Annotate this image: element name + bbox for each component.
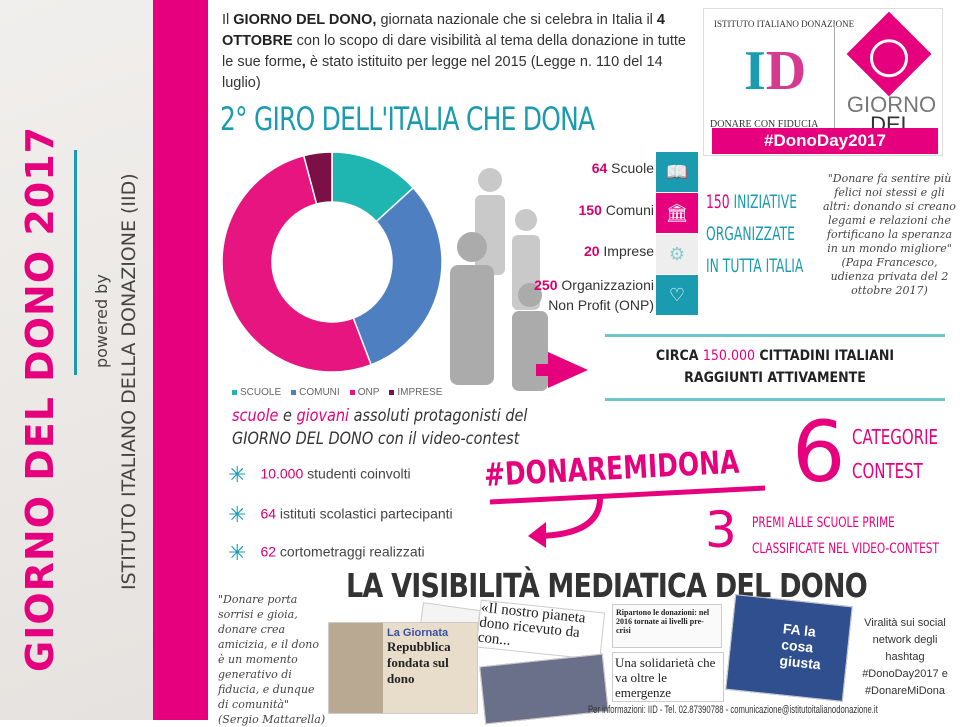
curved-arrow-icon: [489, 485, 766, 548]
citizens-reached: CIRCA 150.000 CITTADINI ITALIANI RAGGIUNT…: [655, 348, 895, 386]
bullet-item: ✳ 10.000 studenti coinvolti: [228, 462, 411, 487]
sidebar-title: GIORNO DEL DONO 2017: [18, 125, 62, 672]
donut-slice-onp: [221, 154, 373, 373]
logo-divider: [834, 24, 835, 129]
stats-list: 64 Scuole 150 Comuni 20 Imprese 250 Orga…: [500, 160, 654, 320]
donut-slice-comuni: [352, 186, 443, 366]
logo-initials: ID: [744, 40, 807, 102]
schools-heading: scuole e giovani assoluti protagonisti d…: [232, 406, 528, 449]
intro-text: Il GIORNO DEL DONO, giornata nazionale c…: [222, 12, 686, 91]
heart-icon: ♡: [656, 275, 698, 316]
hashtag-banner: #DonoDay2017: [712, 128, 938, 154]
legend-swatch: [232, 389, 237, 395]
bullet-item: ✳ 64 istituti scolastici partecipanti: [228, 502, 453, 527]
divider: [605, 334, 945, 337]
photo: [329, 623, 383, 713]
press-clipping: La Giornata Repubblica fondata sul dono: [328, 622, 478, 714]
tv-screenshot: FA la cosa giusta: [725, 594, 853, 702]
press-clipping: Una solidarietà che va oltre le emergenz…: [612, 652, 724, 702]
people-icon: [450, 168, 548, 391]
headline: 2° GIRO DELL'ITALIA CHE DONA: [220, 100, 595, 138]
mattarella-quote: "Donare porta sorrisi e gioia, donare cr…: [218, 593, 326, 726]
logo-arc-text: ISTITUTO ITALIANO DONAZIONE: [714, 19, 855, 29]
prizes-number: 3: [705, 501, 737, 559]
stat-comuni: 150 Comuni: [578, 202, 655, 218]
legend-item-imprese: IMPRESE: [389, 387, 442, 398]
divider: [74, 150, 77, 375]
asterisk-icon: ✳: [228, 540, 247, 565]
arrow-icon: [548, 352, 588, 388]
organization-name: ISTITUTO ITALIANO DELLA DONAZIONE (IID): [118, 173, 140, 590]
categories-number: 6: [792, 403, 846, 501]
pink-bar: [153, 0, 208, 720]
divider: [605, 398, 945, 401]
stat-imprese: 20 Imprese: [583, 243, 654, 259]
category-icons: 📖 🏛 ⚙ ♡: [656, 152, 698, 317]
asterisk-icon: ✳: [228, 462, 247, 487]
chart-legend: SCUOLE COMUNI ONP IMPRESE: [232, 387, 442, 398]
bullet-item: ✳ 62 cortometraggi realizzati: [228, 540, 425, 565]
legend-swatch: [389, 389, 395, 395]
legend-item-comuni: COMUNI: [291, 387, 340, 398]
powered-by: powered by: [92, 274, 111, 368]
book-icon: 📖: [656, 152, 698, 193]
prizes-label: PREMI ALLE SCUOLE PRIME CLASSIFICATE NEL …: [752, 515, 939, 557]
press-clipping: Ripartono le donazioni: nel 2016 tornate…: [612, 604, 722, 648]
asterisk-icon: ✳: [228, 502, 247, 527]
footer-contacts: Per informazioni: IID - Tel. 02.87390788…: [588, 704, 878, 716]
legend-item-onp: ONP: [349, 387, 379, 398]
donut-slice-imprese: [302, 151, 333, 205]
gears-icon: ⚙: [656, 234, 698, 275]
stat-onp: 250 Organizzazioni Non Profit (ONP): [534, 277, 654, 313]
virality-text: Viralità sui social network degli hashta…: [862, 617, 948, 697]
tv-caption: FA la cosa giusta: [778, 620, 822, 673]
logo-tagline: DONARE CON FIDUCIA: [710, 119, 819, 130]
legend-item-scuole: SCUOLE: [232, 387, 281, 398]
initiatives: 150 INIZIATIVE ORGANIZZATE IN TUTTA ITALIA: [706, 191, 804, 277]
building-icon: 🏛: [656, 193, 698, 234]
diamond-icon: [846, 11, 932, 97]
papa-quote: "Donare fa sentire più felici noi stessi…: [823, 172, 956, 297]
legend-swatch: [291, 389, 297, 395]
categories-label: CATEGORIE CONTEST: [852, 425, 938, 483]
legend-swatch: [349, 389, 355, 395]
donut-chart: [221, 151, 443, 373]
stat-scuole: 64 Scuole: [591, 160, 654, 176]
press-clipping: «Il nostro pianeta dono ricevuto da con.…: [475, 599, 606, 661]
